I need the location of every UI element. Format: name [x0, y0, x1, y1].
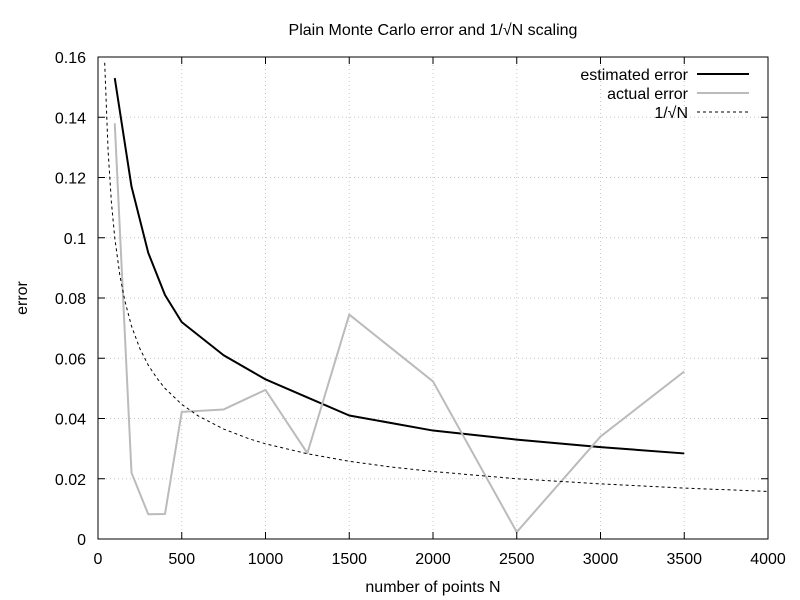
y-tick-label: 0.14: [55, 110, 86, 127]
x-tick-label: 0: [94, 551, 103, 568]
x-tick-label: 3000: [583, 551, 619, 568]
x-axis-title: number of points N: [365, 579, 500, 596]
x-tick-label: 500: [168, 551, 195, 568]
x-tick-label: 1500: [331, 551, 367, 568]
chart-title: Plain Monte Carlo error and 1/√N scaling: [289, 22, 578, 39]
series-inverse-sqrt-line: [104, 62, 769, 492]
x-tick-label: 1000: [248, 551, 284, 568]
legend-label: actual error: [607, 86, 689, 103]
y-axis-title: error: [14, 280, 31, 314]
x-tick-label: 3500: [666, 551, 702, 568]
x-tick-label: 4000: [750, 551, 786, 568]
legend-label: 1/√N: [654, 105, 688, 122]
grid: [98, 57, 768, 539]
y-tick-label: 0.16: [55, 50, 86, 67]
legend-label: estimated error: [580, 67, 688, 84]
axis-ticks: 0 500 1000 1500 2000 2500 3000 3500 4000 0 0.02 0.0…: [55, 50, 786, 568]
x-tick-label: 2000: [415, 551, 451, 568]
y-tick-label: 0.12: [55, 171, 86, 188]
y-tick-label: 0.1: [64, 231, 86, 248]
y-tick-label: 0.02: [55, 472, 86, 489]
legend: estimated error actual error 1/√N: [580, 67, 749, 122]
legend-item-actual-error: actual error: [607, 86, 749, 103]
legend-item-inverse-sqrt: 1/√N: [654, 105, 749, 122]
y-tick-label: 0.08: [55, 291, 86, 308]
y-tick-label: 0.06: [55, 351, 86, 368]
y-tick-label: 0.04: [55, 412, 86, 429]
series-estimated-error-line: [113, 77, 685, 455]
x-tick-label: 2500: [499, 551, 535, 568]
y-tick-label: 0: [77, 532, 86, 549]
legend-item-estimated-error: estimated error: [580, 67, 749, 84]
